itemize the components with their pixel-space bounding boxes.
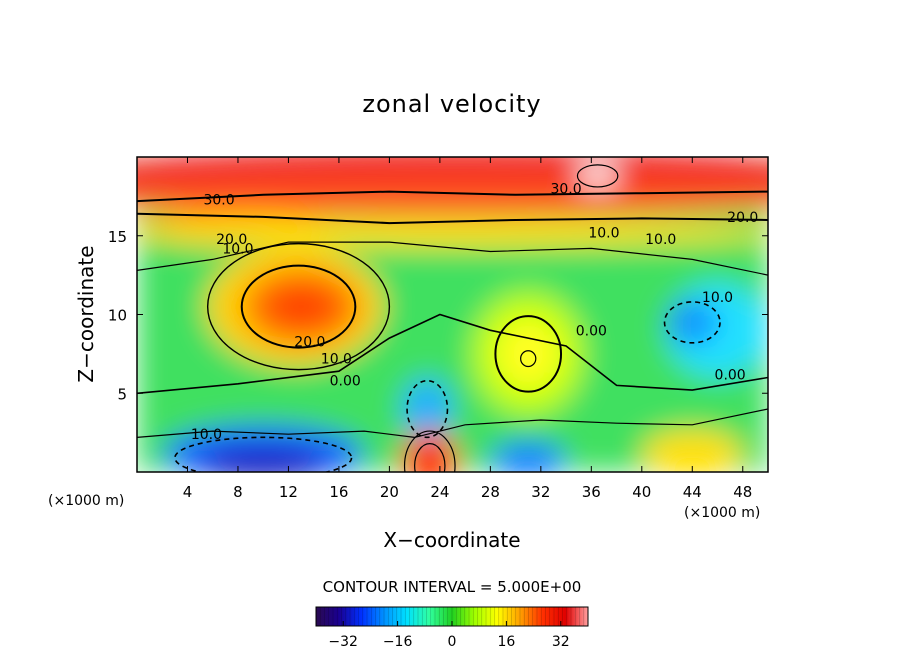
colorbar-tick-label: 16 bbox=[497, 634, 515, 650]
x-axis-units: (×1000 m) bbox=[684, 505, 760, 521]
colorbar-segments bbox=[319, 607, 585, 626]
contour-left-vortex-10 bbox=[206, 242, 391, 371]
contour-central-cell-10 bbox=[494, 315, 563, 393]
field-bottom-right-positive bbox=[641, 429, 743, 472]
field-jet-flank bbox=[137, 177, 768, 216]
field-right-negative-core bbox=[667, 300, 718, 345]
colorbar: −32 −16 0 16 32 bbox=[315, 606, 589, 650]
x-tick-label: 8 bbox=[233, 483, 243, 501]
contour-left-vortex-20 bbox=[240, 264, 357, 349]
y-axis-label: Z−coordinate bbox=[74, 245, 98, 382]
colorbar-ticks: −32 −16 0 16 32 bbox=[328, 621, 570, 650]
contour-label: 10.0 bbox=[222, 241, 253, 257]
contour-top-max-line bbox=[576, 164, 619, 188]
contour-central-cell-core bbox=[520, 350, 537, 368]
contour-label: 0.00 bbox=[330, 374, 361, 390]
chart-title: zonal velocity bbox=[362, 90, 541, 118]
contour-label: 30.0 bbox=[550, 182, 581, 198]
y-axis-ticks: 5 10 15 bbox=[108, 228, 768, 403]
contour-label: 0.00 bbox=[715, 367, 746, 383]
field-mid-negative bbox=[402, 377, 453, 441]
contour-bottom-left-negative-5 bbox=[174, 436, 353, 472]
x-tick-label: 16 bbox=[329, 483, 348, 501]
field-bottom-jet bbox=[402, 431, 458, 472]
y-tick-label: 5 bbox=[117, 385, 127, 403]
x-tick-label: 12 bbox=[279, 483, 298, 501]
contour-right-negative-5 bbox=[663, 301, 721, 344]
x-tick-label: 44 bbox=[683, 483, 702, 501]
contour-label: 10.0 bbox=[321, 352, 352, 368]
y-tick-label: 15 bbox=[108, 228, 127, 246]
colorbar-tick-label: 32 bbox=[552, 634, 570, 650]
field-central-cell-core bbox=[496, 319, 560, 389]
x-tick-label: 32 bbox=[531, 483, 550, 501]
contour-label: 20.0 bbox=[294, 334, 325, 350]
x-tick-label: 28 bbox=[481, 483, 500, 501]
contour-label: 20.0 bbox=[727, 210, 758, 226]
contour-20-band bbox=[137, 212, 768, 225]
contour-interval-note: CONTOUR INTERVAL = 5.000E+00 bbox=[323, 578, 582, 596]
contour-bottom-jet-10 bbox=[403, 430, 456, 472]
contour-lines bbox=[137, 164, 768, 472]
contour-label: 10.0 bbox=[645, 232, 676, 248]
contour-label: 10.0 bbox=[191, 427, 222, 443]
x-tick-label: 36 bbox=[582, 483, 601, 501]
contour-labels: 30.030.020.020.010.010.0 10.010.020.010.0… bbox=[191, 182, 759, 444]
field-left-vortex-core bbox=[269, 287, 333, 326]
contour-bottom-jet-30 bbox=[414, 443, 446, 472]
field-upper-shear-band bbox=[137, 218, 768, 247]
contour-label: 10.0 bbox=[588, 226, 619, 242]
y-axis-units: (×1000 m) bbox=[48, 493, 124, 509]
contour-0-lower bbox=[137, 408, 768, 439]
contour-field bbox=[137, 157, 768, 472]
field-top-max bbox=[577, 164, 618, 187]
field-bottom-left-core bbox=[200, 446, 327, 472]
contour-10-lower bbox=[137, 313, 768, 395]
x-axis-ticks: 4 8 12 16 20 24 28 32 36 40 44 48 bbox=[183, 157, 752, 501]
colorbar-tick-label: −32 bbox=[328, 634, 358, 650]
contour-label: 20.0 bbox=[216, 232, 247, 248]
field-bottom-mid-negative bbox=[490, 440, 567, 472]
contour-10-band bbox=[137, 241, 768, 276]
x-tick-label: 20 bbox=[380, 483, 399, 501]
contour-mid-negative-5 bbox=[406, 379, 449, 439]
contour-label: 0.00 bbox=[576, 323, 607, 339]
colorbar-tick-label: −16 bbox=[383, 634, 413, 650]
contour-label: 30.0 bbox=[203, 193, 234, 209]
x-tick-label: 40 bbox=[632, 483, 651, 501]
contour-30-band bbox=[137, 190, 768, 203]
contour-label: 10.0 bbox=[702, 290, 733, 306]
colorbar-tick-label: 0 bbox=[448, 634, 457, 650]
x-axis-label: X−coordinate bbox=[383, 528, 520, 552]
y-tick-label: 10 bbox=[108, 307, 127, 325]
x-tick-label: 48 bbox=[733, 483, 752, 501]
x-tick-label: 4 bbox=[183, 483, 193, 501]
x-tick-label: 24 bbox=[430, 483, 449, 501]
